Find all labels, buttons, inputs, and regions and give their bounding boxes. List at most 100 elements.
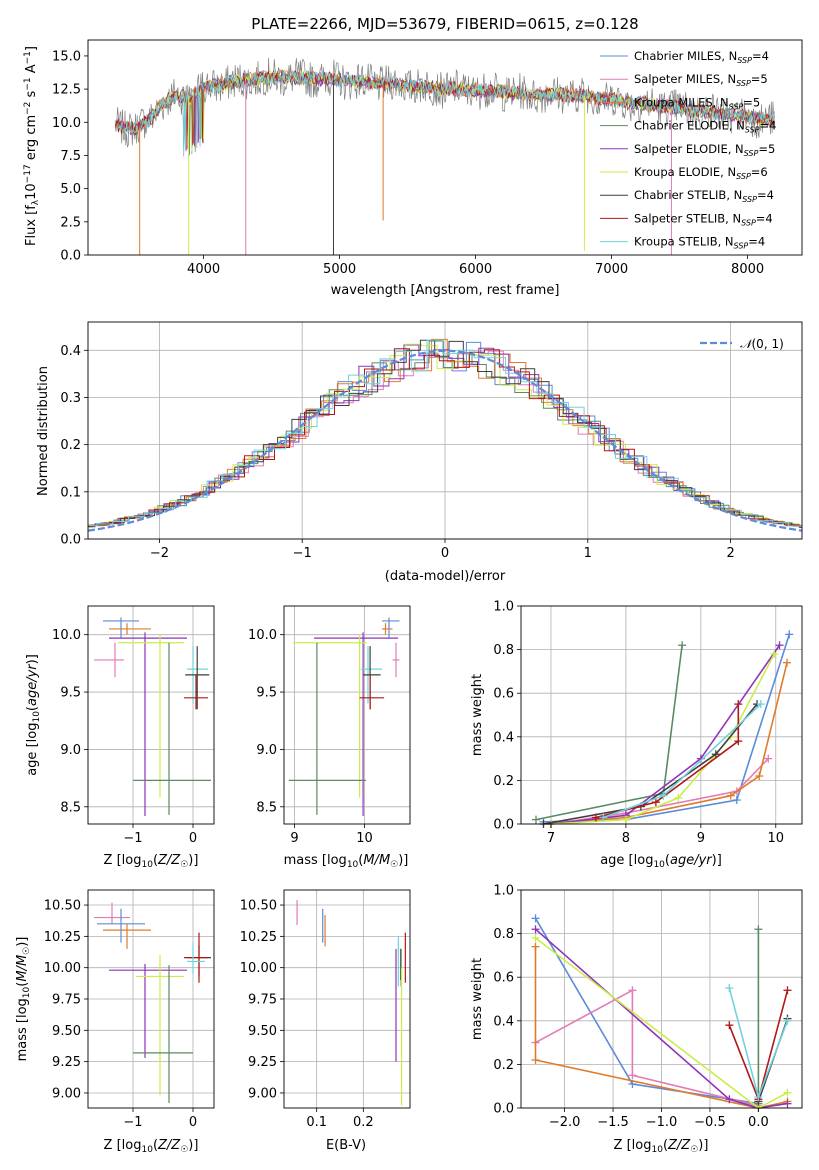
- errorbar-chabrier-elodie: [133, 642, 211, 815]
- mass-weight-vs-Z-ylabel: mass weight: [470, 958, 485, 1040]
- errorbar-salpeter-elodie: [109, 963, 187, 1058]
- legend-entry: Kroupa ELODIE, NSSP=6: [634, 165, 768, 181]
- series-line-salpeter-elodie: [534, 928, 788, 1109]
- series-line-salpeter-miles: [550, 758, 769, 825]
- massZ-ytick-label: 10.25: [44, 930, 81, 945]
- spectrum-xtick-label: 4000: [187, 262, 220, 277]
- massE-ytick-label: 9.00: [248, 1086, 277, 1101]
- mass-weight-vs-age-xlabel: age [log10(age/yr)]: [600, 853, 722, 870]
- series-line-kroupa-miles: [534, 946, 788, 1109]
- spectrum-ytick-label: 10.0: [52, 116, 81, 131]
- spectrum-series-kroupa-stelib: [114, 70, 775, 154]
- ageM-frame: [283, 605, 411, 825]
- normal-curve: [88, 349, 802, 532]
- ageM-ytick-label: 9.0: [256, 743, 277, 758]
- residuals-xlabel: (data-model)/error: [385, 569, 506, 584]
- residuals-ytick-label: 0.1: [60, 485, 81, 500]
- series-point: [755, 772, 764, 781]
- errorbar-kroupa-miles: [382, 623, 393, 635]
- mwZ-ytick-label: 0.6: [493, 971, 514, 986]
- mwZ-ytick-label: 0.4: [493, 1014, 514, 1029]
- errorbar-kroupa-stelib: [187, 942, 205, 974]
- spectrum-xtick-label: 7000: [595, 262, 628, 277]
- errorbar-salpeter-elodie: [109, 632, 187, 816]
- series-point: [531, 914, 540, 923]
- residuals-ytick-label: 0.3: [60, 391, 81, 406]
- residuals-histograms: [88, 338, 802, 532]
- massZ-ytick-label: 10.00: [44, 961, 81, 976]
- residuals-panel: −2 −1 0 1 2 0.0 0.1 0.2 0.3 0.4 (data-model)/erro…: [36, 321, 803, 584]
- series-point: [726, 791, 735, 800]
- residuals-xtick-label: 1: [584, 546, 592, 561]
- ageZ-ytick-label: 9.5: [60, 686, 81, 701]
- ageM-ytick-label: 10.0: [248, 628, 277, 643]
- series-point: [628, 986, 637, 995]
- massE-ytick-label: 10.50: [240, 899, 277, 914]
- mwZ-ytick-label: 0.0: [493, 1102, 514, 1117]
- massZ-xtick-label: 0: [189, 1115, 197, 1130]
- errorbar-kroupa-miles: [109, 623, 151, 635]
- errorbar-kroupa-elodie: [136, 955, 184, 1096]
- legend-entry: Salpeter MILES, NSSP=5: [634, 72, 768, 88]
- age-vs-mass-panel: 9 10 8.5 9.0 9.5 10.0 mass [log10(M/M☉)]: [248, 605, 411, 870]
- series-point: [783, 986, 792, 995]
- series-point: [770, 649, 779, 658]
- legend-entry: 𝒩(0, 1): [740, 337, 784, 351]
- massZ-ytick-label: 9.75: [52, 993, 81, 1008]
- ageM-xtick-label: 10: [356, 831, 373, 846]
- mass-vs-Z-xlabel: Z [log10(Z/Z☉)]: [104, 1138, 199, 1155]
- series-line-salpeter-miles: [535, 988, 759, 1107]
- ageM-ytick-label: 8.5: [256, 800, 277, 815]
- spectrum-series-kroupa-elodie: [114, 69, 775, 151]
- mwAge-ytick-label: 0.0: [493, 818, 514, 833]
- legend-entry: Chabrier MILES, NSSP=4: [634, 49, 769, 65]
- errorbar-chabrier-miles: [382, 617, 400, 639]
- residuals-xtick-label: −1: [293, 546, 312, 561]
- mwZ-ytick-label: 1.0: [493, 884, 514, 899]
- series-point: [734, 700, 743, 709]
- massE-xtick-label: 0.2: [353, 1115, 374, 1130]
- mass-weight-vs-Z-xlabel: Z [log10(Z/Z☉)]: [614, 1138, 709, 1155]
- errorbar-chabrier-miles: [97, 908, 145, 943]
- series-point: [754, 1093, 763, 1102]
- spectrum-panel: 4000 5000 6000 7000 8000 0.0 2.5 5.0 7.5 10.0 12.5…: [23, 39, 803, 298]
- legend-entry: Salpeter ELODIE, NSSP=5: [634, 142, 775, 158]
- series-point: [651, 798, 660, 807]
- residuals-xtick-label: −2: [150, 546, 169, 561]
- series-point: [764, 754, 773, 763]
- mwZ-xtick-label: −2.0: [549, 1115, 581, 1130]
- series-line-salpeter-elodie: [550, 644, 781, 825]
- series-point: [599, 813, 608, 822]
- residuals-ytick-label: 0.4: [60, 344, 81, 359]
- series-point: [785, 630, 794, 639]
- ageZ-xtick-label: 0: [189, 831, 197, 846]
- series-point: [754, 925, 763, 934]
- spectrum-xlabel: wavelength [Angstrom, rest frame]: [331, 283, 560, 298]
- errorbar-salpeter-stelib: [359, 674, 385, 710]
- series-point: [783, 1099, 792, 1108]
- residuals-legend: 𝒩(0, 1): [700, 337, 784, 351]
- series-line-chabrier-stelib: [543, 703, 758, 825]
- legend-entry: Kroupa STELIB, NSSP=4: [634, 235, 765, 251]
- mwZ-ytick-label: 0.8: [493, 927, 514, 942]
- spectrum-ytick-label: 7.5: [60, 149, 81, 164]
- series-point: [531, 933, 540, 942]
- mass-weight-vs-age-ylabel: mass weight: [470, 674, 485, 756]
- errorbar-salpeter-stelib: [184, 932, 208, 983]
- series-point: [725, 984, 734, 993]
- mwAge-ytick-label: 0.4: [493, 730, 514, 745]
- residuals-xtick-label: 0: [441, 546, 449, 561]
- spectrum-ytick-label: 5.0: [60, 182, 81, 197]
- ageZ-ytick-label: 10.0: [52, 628, 81, 643]
- spectrum-ytick-label: 0.0: [60, 249, 81, 264]
- spectrum-ylabel: Flux [fλ10−17 erg cm−2 s−1 A−1]: [23, 46, 41, 246]
- mwAge-xtick-label: 8: [622, 831, 630, 846]
- legend-entry: Chabrier STELIB, NSSP=4: [634, 188, 774, 204]
- mwAge-xtick-label: 9: [697, 831, 705, 846]
- massE-ytick-label: 9.75: [248, 993, 277, 1008]
- series-point: [775, 641, 784, 650]
- ageM-xtick-label: 9: [290, 831, 298, 846]
- mwAge-ytick-label: 0.8: [493, 643, 514, 658]
- series-point: [531, 925, 540, 934]
